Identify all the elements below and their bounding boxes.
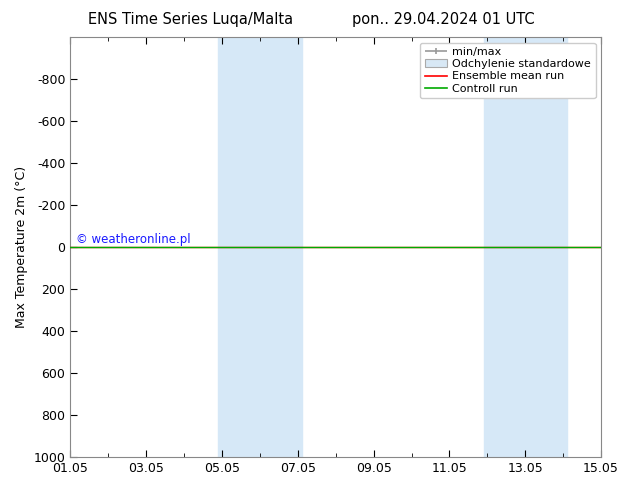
Text: © weatheronline.pl: © weatheronline.pl: [75, 233, 190, 246]
Text: pon.. 29.04.2024 01 UTC: pon.. 29.04.2024 01 UTC: [353, 12, 535, 27]
Legend: min/max, Odchylenie standardowe, Ensemble mean run, Controll run: min/max, Odchylenie standardowe, Ensembl…: [420, 43, 595, 98]
Text: ENS Time Series Luqa/Malta: ENS Time Series Luqa/Malta: [87, 12, 293, 27]
Bar: [218, 37, 302, 457]
Y-axis label: Max Temperature 2m (°C): Max Temperature 2m (°C): [15, 166, 28, 328]
Bar: [484, 37, 567, 457]
